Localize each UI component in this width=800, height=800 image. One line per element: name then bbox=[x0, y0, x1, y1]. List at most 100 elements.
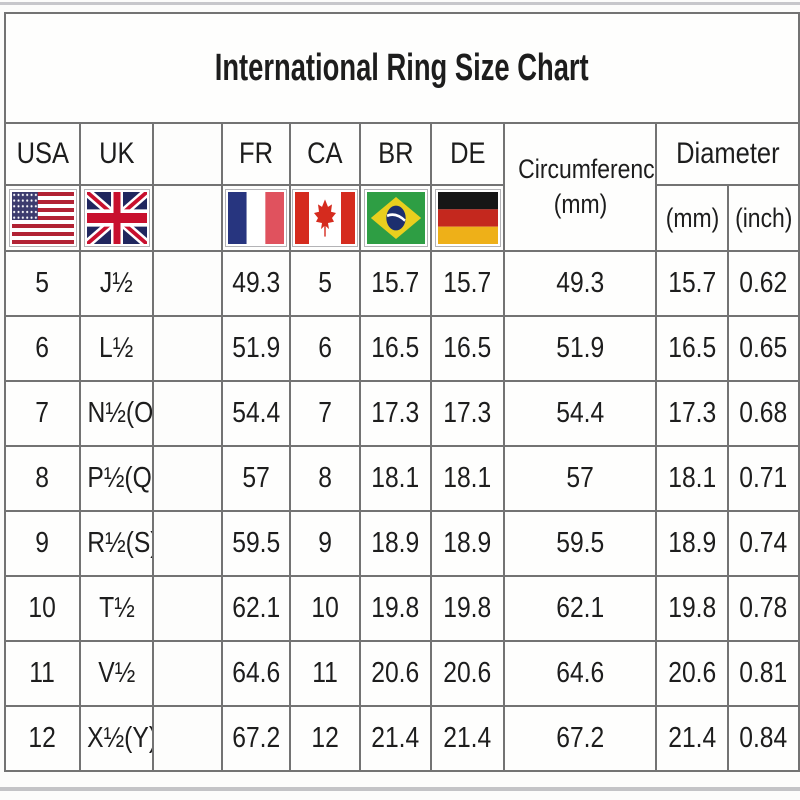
table-cell: 18.9 bbox=[430, 510, 505, 577]
cell-value: 20.6 bbox=[667, 657, 716, 689]
header-usa: USA bbox=[4, 122, 81, 186]
header-br-label: BR bbox=[377, 137, 414, 170]
header-diameter: Diameter bbox=[654, 122, 800, 186]
cell-value: 21.4 bbox=[371, 722, 420, 754]
table-cell: 9 bbox=[4, 510, 81, 577]
table-cell: 67.2 bbox=[221, 705, 291, 772]
table-cell bbox=[152, 315, 223, 382]
cell-value: 16.5 bbox=[667, 332, 716, 364]
table-cell: R½(S) bbox=[79, 510, 154, 577]
cell-value: 0.62 bbox=[739, 267, 788, 299]
top-edge-strip bbox=[0, 2, 800, 5]
table-cell: 12 bbox=[4, 705, 81, 772]
header-blank bbox=[152, 122, 223, 186]
diameter-label: Diameter bbox=[675, 137, 780, 170]
table-cell: 7 bbox=[289, 380, 361, 447]
cell-value: 0.81 bbox=[739, 657, 788, 689]
cell-value: 10 bbox=[28, 592, 57, 624]
table-cell: 21.4 bbox=[655, 705, 729, 772]
cell-value: X½(Y) bbox=[87, 722, 153, 754]
table-cell: 17.3 bbox=[359, 380, 432, 447]
cell-value: 18.9 bbox=[371, 527, 420, 559]
cell-value: 16.5 bbox=[443, 332, 492, 364]
table-cell: J½ bbox=[79, 250, 154, 317]
ring-size-chart-table: International Ring Size Chart USA UK FR … bbox=[3, 12, 800, 772]
cell-value: 18.1 bbox=[443, 462, 492, 494]
table-cell: 0.68 bbox=[726, 380, 800, 447]
table-cell: 18.1 bbox=[430, 445, 505, 512]
cell-value: 18.1 bbox=[371, 462, 420, 494]
cell-value: 18.9 bbox=[667, 527, 716, 559]
table-cell: 20.6 bbox=[655, 640, 729, 707]
us-flag-icon bbox=[8, 189, 77, 247]
header-de-label: DE bbox=[449, 137, 486, 170]
cell-value: 62.1 bbox=[231, 592, 280, 624]
flag-cell-germany bbox=[430, 184, 505, 252]
table-cell: 62.1 bbox=[503, 575, 657, 642]
cell-value: 67.2 bbox=[231, 722, 280, 754]
table-cell: 8 bbox=[289, 445, 361, 512]
france-flag-icon bbox=[225, 189, 287, 247]
cell-value: 21.4 bbox=[667, 722, 716, 754]
cell-value: 49.3 bbox=[231, 267, 280, 299]
table-cell: X½(Y) bbox=[79, 705, 154, 772]
cell-value: 5 bbox=[35, 267, 50, 299]
table-cell bbox=[152, 510, 223, 577]
table-cell: 6 bbox=[4, 315, 81, 382]
cell-value: 8 bbox=[318, 462, 332, 494]
table-cell: 21.4 bbox=[359, 705, 432, 772]
cell-value: 15.7 bbox=[443, 267, 492, 299]
cell-value: 17.3 bbox=[371, 397, 420, 429]
table-row: 12 X½(Y) 67.2 12 21.4 21.4 67.2 21.4 0.8… bbox=[4, 705, 800, 772]
cell-value: 49.3 bbox=[555, 267, 604, 299]
table-cell: 17.3 bbox=[655, 380, 729, 447]
header-ca-label: CA bbox=[307, 137, 343, 170]
page-title: International Ring Size Chart bbox=[215, 46, 590, 89]
table-cell: 51.9 bbox=[503, 315, 657, 382]
table-cell: 59.5 bbox=[503, 510, 657, 577]
table-cell: 9 bbox=[289, 510, 361, 577]
cell-value: 0.68 bbox=[739, 397, 788, 429]
table-cell: 15.7 bbox=[430, 250, 505, 317]
table-cell: 12 bbox=[289, 705, 361, 772]
cell-value: 10 bbox=[311, 592, 339, 624]
table-cell: 19.8 bbox=[430, 575, 505, 642]
header-diameter-mm: (mm) bbox=[655, 184, 729, 252]
cell-value: 17.3 bbox=[667, 397, 716, 429]
cell-value: 11 bbox=[312, 657, 338, 689]
table-cell: 7 bbox=[4, 380, 81, 447]
cell-value: 51.9 bbox=[231, 332, 280, 364]
table-cell bbox=[152, 705, 223, 772]
table-cell: 17.3 bbox=[430, 380, 505, 447]
cell-value: 15.7 bbox=[667, 267, 716, 299]
cell-value: 67.2 bbox=[555, 722, 604, 754]
table-cell: 16.5 bbox=[655, 315, 729, 382]
table-cell: 59.5 bbox=[221, 510, 291, 577]
table-row: 8 P½(Q) 57 8 18.1 18.1 57 18.1 0.71 bbox=[4, 445, 800, 512]
table-cell: 18.9 bbox=[359, 510, 432, 577]
cell-value: 57 bbox=[566, 462, 594, 494]
cell-value: 19.8 bbox=[371, 592, 420, 624]
cell-value: 18.9 bbox=[443, 527, 492, 559]
table-cell: 16.5 bbox=[359, 315, 432, 382]
cell-value: 20.6 bbox=[371, 657, 420, 689]
flag-cell-brazil bbox=[359, 184, 432, 252]
table-cell: L½ bbox=[79, 315, 154, 382]
table-cell: 64.6 bbox=[221, 640, 291, 707]
table-cell: 0.71 bbox=[726, 445, 800, 512]
cell-value: 57 bbox=[242, 462, 270, 494]
cell-value: 19.8 bbox=[667, 592, 716, 624]
cell-value: 0.84 bbox=[739, 722, 788, 754]
cell-value: 54.4 bbox=[555, 397, 604, 429]
table-cell: 0.81 bbox=[726, 640, 800, 707]
table-cell: 49.3 bbox=[221, 250, 291, 317]
cell-value: 59.5 bbox=[231, 527, 280, 559]
cell-value: V½ bbox=[97, 657, 136, 689]
table-cell: 15.7 bbox=[359, 250, 432, 317]
table-cell: 18.1 bbox=[655, 445, 729, 512]
cell-value: 17.3 bbox=[443, 397, 492, 429]
table-cell: 57 bbox=[221, 445, 291, 512]
cell-value: 0.78 bbox=[739, 592, 788, 624]
cell-value: 0.65 bbox=[739, 332, 788, 364]
table-cell: 18.1 bbox=[359, 445, 432, 512]
